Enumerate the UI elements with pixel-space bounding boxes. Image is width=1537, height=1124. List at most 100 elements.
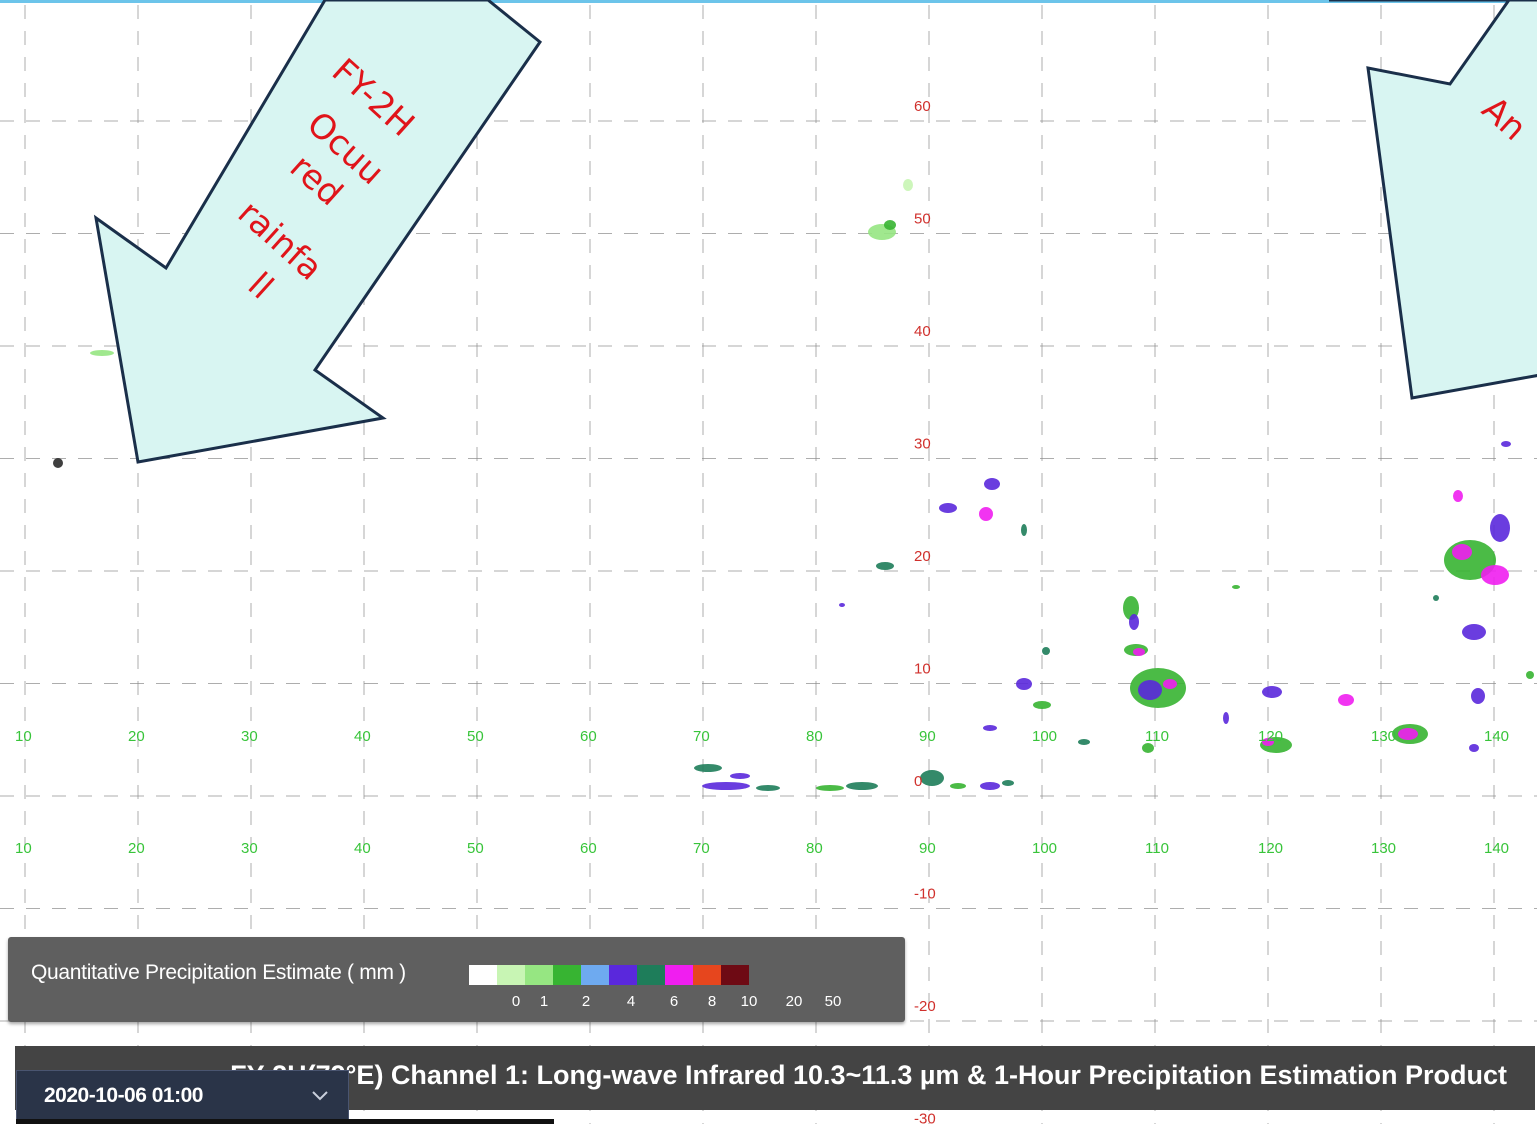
longitude-label: 90 — [919, 840, 936, 857]
legend-tick: 0 — [511, 993, 521, 1010]
legend-title: Quantitative Precipitation Estimate ( mm… — [31, 961, 406, 984]
precipitation-cell — [980, 782, 1000, 790]
longitude-label: 50 — [467, 840, 484, 857]
precipitation-cell — [1232, 585, 1240, 589]
precipitation-cell — [702, 782, 750, 790]
precipitation-cell — [1021, 524, 1027, 536]
time-selector-value: 2020-10-06 01:00 — [44, 1084, 203, 1107]
legend-tick: 50 — [824, 993, 842, 1010]
longitude-label: 70 — [693, 840, 710, 857]
legend-swatch — [665, 965, 693, 985]
longitude-label: 20 — [128, 728, 145, 745]
precipitation-cell — [903, 179, 913, 191]
longitude-label: 140 — [1484, 728, 1509, 745]
precipitation-cell — [53, 458, 63, 468]
latitude-labels: 60 50 40 30 20 10 0 -10 -20 -30 — [914, 98, 936, 1124]
precipitation-cell — [1398, 728, 1418, 740]
precipitation-cell — [816, 785, 844, 791]
latitude-label: 50 — [914, 211, 931, 228]
product-title: FY-2H(79°E) Channel 1: Long-wave Infrare… — [230, 1060, 1507, 1090]
precipitation-cell — [1453, 490, 1463, 502]
longitude-label: 140 — [1484, 840, 1509, 857]
precipitation-cell — [983, 725, 997, 731]
legend-tick: 10 — [740, 993, 758, 1010]
legend-swatch — [609, 965, 637, 985]
legend-swatch — [469, 965, 497, 985]
legend-swatch — [525, 965, 553, 985]
legend-swatch — [581, 965, 609, 985]
precipitation-cell — [984, 478, 1000, 490]
fy2h-callout: FY-2H Ocuu red rainfa ll — [93, 0, 543, 464]
precipitation-cell — [1042, 647, 1050, 655]
precipitation-cell — [1501, 441, 1511, 447]
longitude-label: 60 — [580, 728, 597, 745]
legend-tick-labels: 0 1 2 4 6 8 10 20 50 — [469, 993, 889, 1013]
precipitation-cell — [920, 770, 944, 786]
precipitation-cell — [1469, 744, 1479, 752]
precipitation-cell — [1123, 596, 1139, 620]
precipitation-cell — [1471, 688, 1485, 704]
longitude-label: 130 — [1371, 728, 1396, 745]
longitude-label: 30 — [241, 728, 258, 745]
legend-color-scale — [469, 965, 749, 985]
dropdown-bottom-strip — [16, 1119, 554, 1124]
longitude-label: 70 — [693, 728, 710, 745]
precipitation-cell — [756, 785, 780, 791]
precipitation-cell — [1452, 544, 1472, 560]
latitude-label: 60 — [914, 98, 931, 115]
longitude-label: 110 — [1145, 840, 1169, 857]
precipitation-cell — [839, 603, 845, 607]
longitude-label: 30 — [241, 840, 258, 857]
longitude-label: 40 — [354, 840, 371, 857]
precipitation-cell — [1002, 780, 1014, 786]
precipitation-cell — [939, 503, 957, 513]
precipitation-cell — [1163, 679, 1177, 689]
precipitation-cell — [1133, 648, 1145, 656]
precipitation-cell — [1338, 694, 1354, 706]
legend-swatch — [497, 965, 525, 985]
precipitation-cell — [1262, 738, 1274, 746]
precipitation-cell — [1078, 739, 1090, 745]
longitude-label: 60 — [580, 840, 597, 857]
precipitation-cell — [884, 220, 896, 230]
longitude-label: 110 — [1145, 728, 1169, 745]
right-callout: An — [1329, 0, 1537, 400]
latitude-label: 30 — [914, 436, 931, 453]
precipitation-cell — [1223, 712, 1229, 724]
longitude-label: 10 — [15, 840, 32, 857]
longitude-label: 50 — [467, 728, 484, 745]
time-selector-dropdown[interactable]: 2020-10-06 01:00 — [16, 1070, 349, 1124]
longitude-label: 100 — [1032, 728, 1057, 745]
legend-tick: 8 — [707, 993, 717, 1010]
precipitation-cell — [1129, 614, 1139, 630]
legend-tick: 1 — [539, 993, 549, 1010]
latitude-label: -30 — [914, 1111, 936, 1124]
longitude-label: 20 — [128, 840, 145, 857]
fy2h-callout-arrow — [93, 0, 543, 464]
precipitation-cell — [950, 783, 966, 789]
longitude-label: 130 — [1371, 840, 1396, 857]
precipitation-cell — [1481, 565, 1509, 585]
precipitation-cell — [1526, 671, 1534, 679]
latitude-label: -20 — [914, 998, 936, 1015]
longitude-labels: 10 20 30 40 50 60 70 80 90 100 110 120 130 140 10 20 30 4… — [15, 728, 1509, 857]
legend-tick: 20 — [785, 993, 803, 1010]
legend-swatch — [693, 965, 721, 985]
latitude-label: 20 — [914, 548, 931, 565]
legend-tick: 2 — [581, 993, 591, 1010]
top-border — [0, 0, 1537, 3]
longitude-label: 90 — [919, 728, 936, 745]
right-callout-arrow — [1329, 0, 1537, 400]
precipitation-layer — [53, 179, 1534, 791]
latitude-label: 0 — [914, 773, 922, 790]
precipitation-cell — [1490, 514, 1510, 542]
latitude-label: 10 — [914, 661, 931, 678]
precipitation-cell — [846, 782, 878, 790]
precipitation-cell — [1033, 701, 1051, 709]
longitude-label: 80 — [806, 728, 823, 745]
latitude-label: 40 — [914, 323, 931, 340]
precipitation-cell — [1016, 678, 1032, 690]
legend-swatch — [721, 965, 749, 985]
precipitation-cell — [979, 507, 993, 521]
